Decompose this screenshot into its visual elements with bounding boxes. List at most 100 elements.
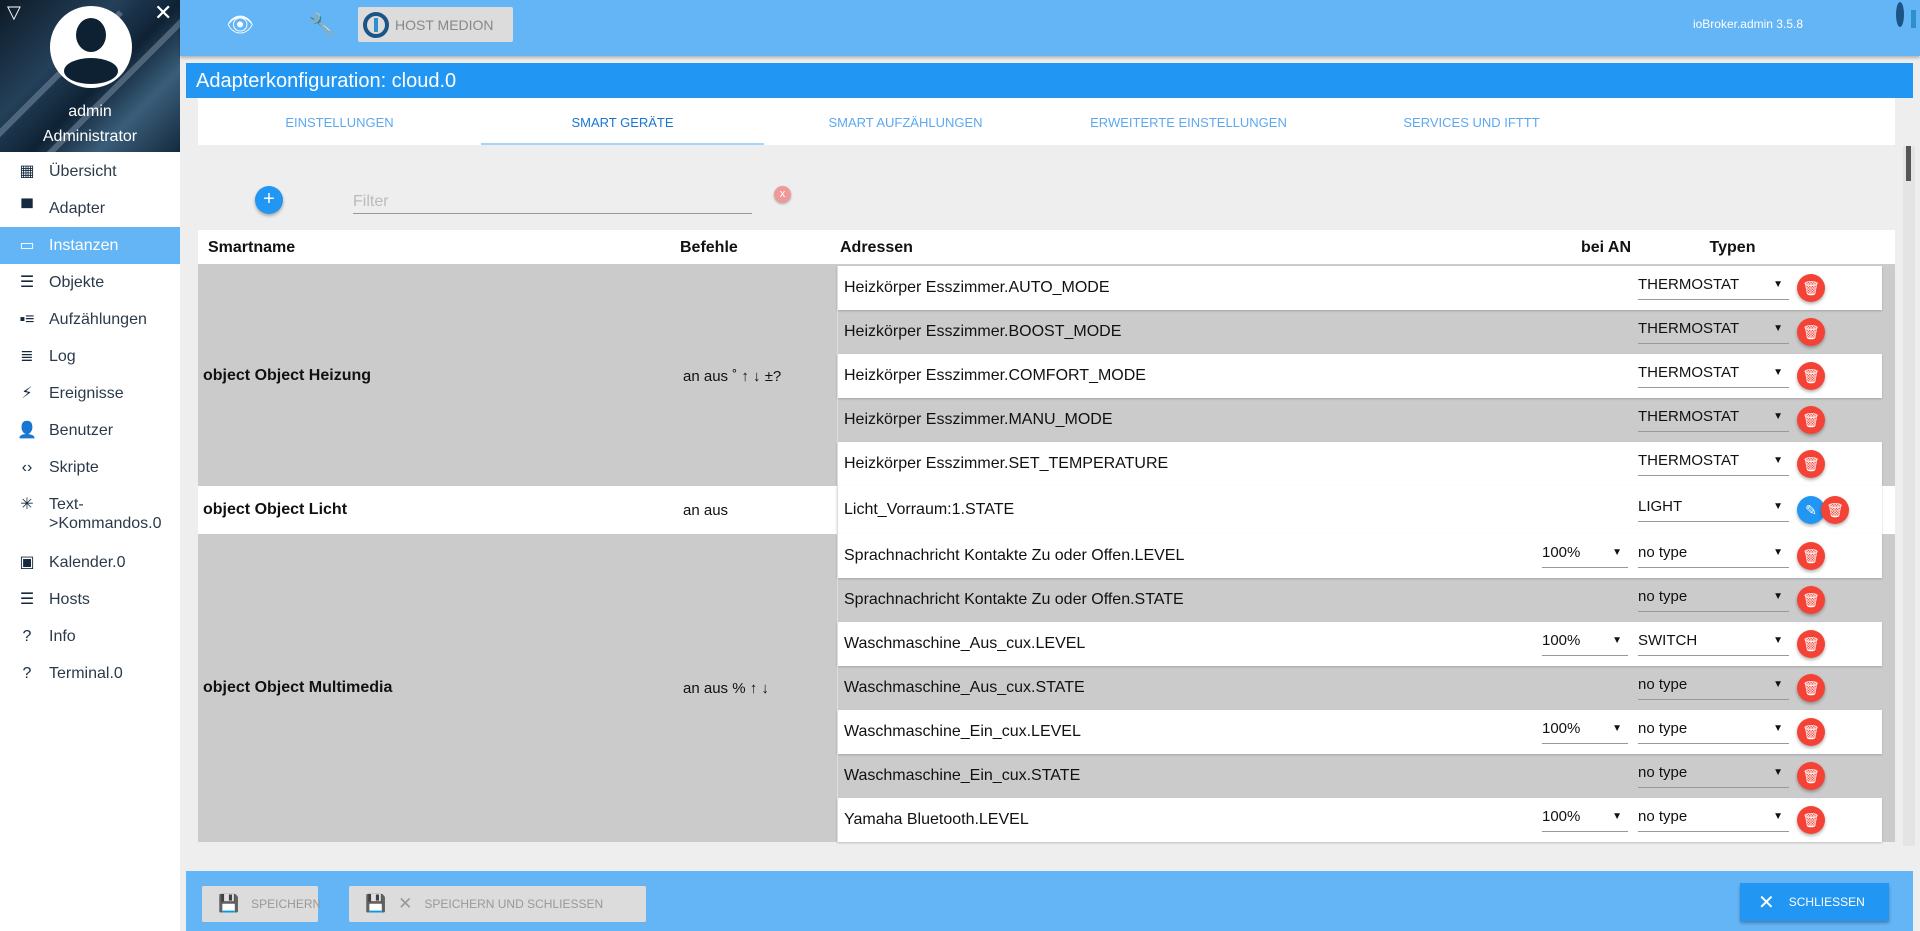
type-select[interactable]: LIGHT ▼ <box>1638 496 1789 522</box>
user-name: admin <box>68 103 112 120</box>
edit-button[interactable]: ✎ <box>1797 496 1825 524</box>
on-value: 100% <box>1542 544 1581 561</box>
tab-erweiterte-einstellungen[interactable]: ERWEITERTE EINSTELLUNGEN <box>1090 115 1287 130</box>
delete-button[interactable]: 🗑 <box>1797 406 1825 434</box>
type-select[interactable]: SWITCH ▼ <box>1638 630 1789 656</box>
type-select[interactable]: THERMOSTAT ▼ <box>1638 362 1789 388</box>
sidebar-item-kalender-0[interactable]: ▣ Kalender.0 <box>0 544 180 581</box>
sidebar-item-aufz-hlungen[interactable]: ▪≡ Aufzählungen <box>0 301 180 338</box>
sidebar-item-instanzen[interactable]: ▭ Instanzen <box>0 227 180 264</box>
menu-toggle-icon[interactable]: ▽ <box>7 2 21 22</box>
type-cell: no type ▼ <box>1636 534 1793 578</box>
commands-cell: an aus <box>683 501 729 519</box>
save-button[interactable]: 💾 SPEICHERN <box>202 886 321 922</box>
on-value-select[interactable]: 100% ▼ <box>1542 630 1628 656</box>
type-select[interactable]: no type ▼ <box>1638 762 1789 788</box>
type-select[interactable]: THERMOSTAT ▼ <box>1638 450 1789 476</box>
sidebar-item-text-kommandos-0[interactable]: ✳ Text- >Kommandos.0 <box>0 486 180 544</box>
sidebar-item-ereignisse[interactable]: ⚡ Ereignisse <box>0 375 180 412</box>
sidebar-item-label: Hosts <box>49 591 90 608</box>
type-cell: THERMOSTAT ▼ <box>1636 442 1793 486</box>
smartname-cell[interactable]: object Object Multimedia <box>203 679 393 696</box>
address-cell: Waschmaschine_Ein_cux.STATE <box>844 767 1081 784</box>
on-value-select[interactable]: 100% ▼ <box>1542 542 1628 568</box>
tab-einstellungen[interactable]: EINSTELLUNGEN <box>285 115 394 130</box>
sidebar-item-log[interactable]: ≣ Log <box>0 338 180 375</box>
type-value: no type <box>1638 764 1688 781</box>
delete-button[interactable]: 🗑 <box>1797 718 1825 746</box>
bei-an-cell <box>1540 488 1636 532</box>
table-row: Heizkörper Esszimmer.SET_TEMPERATURE THER… <box>837 442 1882 486</box>
header-smartname: Smartname <box>208 239 296 256</box>
enum-icon: ▪≡ <box>19 311 35 328</box>
sidebar-item-label: Info <box>49 628 76 645</box>
type-select[interactable]: THERMOSTAT ▼ <box>1638 406 1789 432</box>
delete-button[interactable]: 🗑 <box>1797 542 1825 570</box>
header-typen: Typen <box>1709 239 1756 256</box>
delete-button[interactable]: 🗑 <box>1797 806 1825 834</box>
save-and-close-button[interactable]: 💾 ✕ SPEICHERN UND SCHLIESSEN <box>349 886 646 922</box>
delete-button[interactable]: 🗑 <box>1797 274 1825 302</box>
sidebar-item--bersicht[interactable]: ▦ Übersicht <box>0 153 180 190</box>
smartname-cell[interactable]: object Object Heizung <box>203 367 372 384</box>
sidebar-item-skripte[interactable]: ‹› Skripte <box>0 449 180 486</box>
type-cell: THERMOSTAT ▼ <box>1636 310 1793 354</box>
tab-services-und-ifttt[interactable]: SERVICES UND IFTTT <box>1403 115 1540 130</box>
bei-an-cell <box>1540 310 1636 354</box>
dropdown-arrow-icon: ▼ <box>1612 723 1622 734</box>
add-device-button[interactable]: + <box>255 186 283 214</box>
type-select[interactable]: no type ▼ <box>1638 674 1789 700</box>
delete-button[interactable]: 🗑 <box>1797 450 1825 478</box>
subtitles-icon: ▭ <box>19 237 35 254</box>
help-icon: ? <box>22 665 32 682</box>
sidebar-item-benutzer[interactable]: 👤 Benutzer <box>0 412 180 449</box>
dropdown-arrow-icon: ▼ <box>1773 367 1783 378</box>
delete-button[interactable]: 🗑 <box>1797 674 1825 702</box>
type-select[interactable]: THERMOSTAT ▼ <box>1638 318 1789 344</box>
close-button[interactable]: ✕ SCHLIESSEN <box>1740 883 1889 921</box>
close-sidebar-icon[interactable]: ✕ <box>154 0 173 25</box>
sidebar-item-hosts[interactable]: ☰ Hosts <box>0 581 180 618</box>
bei-an-cell <box>1540 354 1636 398</box>
sidebar-item-terminal-0[interactable]: ? Terminal.0 <box>0 655 180 692</box>
table-row: Waschmaschine_Aus_cux.STATE no type ▼ 🗑 <box>837 666 1882 710</box>
close-label: SCHLIESSEN <box>1788 895 1865 909</box>
label-line-2: >Kommandos.0 <box>49 515 162 532</box>
scrollbar-track[interactable] <box>1903 146 1915 846</box>
delete-button[interactable]: 🗑 <box>1797 362 1825 390</box>
sidebar-item-info[interactable]: ? Info <box>0 618 180 655</box>
smartname-cell[interactable]: object Object Licht <box>203 501 348 518</box>
bei-an-cell: 100% ▼ <box>1540 534 1636 578</box>
type-select[interactable]: no type ▼ <box>1638 806 1789 832</box>
tab-smart-ger-te[interactable]: SMART GERÄTE <box>481 98 764 145</box>
delete-button[interactable]: 🗑 <box>1797 318 1825 346</box>
filter-input[interactable] <box>353 190 752 214</box>
type-select[interactable]: THERMOSTAT ▼ <box>1638 274 1789 300</box>
snowflake-icon: ✳ <box>20 496 34 513</box>
tab-smart-aufz-hlungen[interactable]: SMART AUFZÄHLUNGEN <box>828 115 983 130</box>
clear-filter-button[interactable]: x <box>774 186 791 203</box>
scrollbar-thumb[interactable] <box>1906 146 1911 181</box>
dropdown-arrow-icon: ▼ <box>1773 323 1783 334</box>
delete-button[interactable]: 🗑 <box>1797 586 1825 614</box>
host-button[interactable]: HOST MEDION <box>358 7 513 42</box>
delete-button[interactable]: 🗑 <box>1797 630 1825 658</box>
on-value-select[interactable]: 100% ▼ <box>1542 718 1628 744</box>
on-value-select[interactable]: 100% ▼ <box>1542 806 1628 832</box>
delete-button[interactable]: 🗑 <box>1797 762 1825 790</box>
type-select[interactable]: no type ▼ <box>1638 542 1789 568</box>
type-select[interactable]: no type ▼ <box>1638 718 1789 744</box>
eye-icon[interactable]: 👁 <box>226 12 254 37</box>
sidebar-item-adapter[interactable]: ▀ Adapter <box>0 190 180 227</box>
bei-an-cell: 100% ▼ <box>1540 622 1636 666</box>
on-value: 100% <box>1542 808 1581 825</box>
sidebar-item-objekte[interactable]: ☰ Objekte <box>0 264 180 301</box>
sidebar-item-label: Übersicht <box>49 163 117 180</box>
wrench-icon[interactable]: 🔧 <box>308 12 336 37</box>
type-select[interactable]: no type ▼ <box>1638 586 1789 612</box>
bei-an-cell <box>1540 578 1636 622</box>
sidebar-item-label: Terminal.0 <box>49 665 123 682</box>
user-icon: 👤 <box>17 422 37 439</box>
save-close-label: SPEICHERN UND SCHLIESSEN <box>424 897 604 911</box>
delete-button[interactable]: 🗑 <box>1821 496 1849 524</box>
